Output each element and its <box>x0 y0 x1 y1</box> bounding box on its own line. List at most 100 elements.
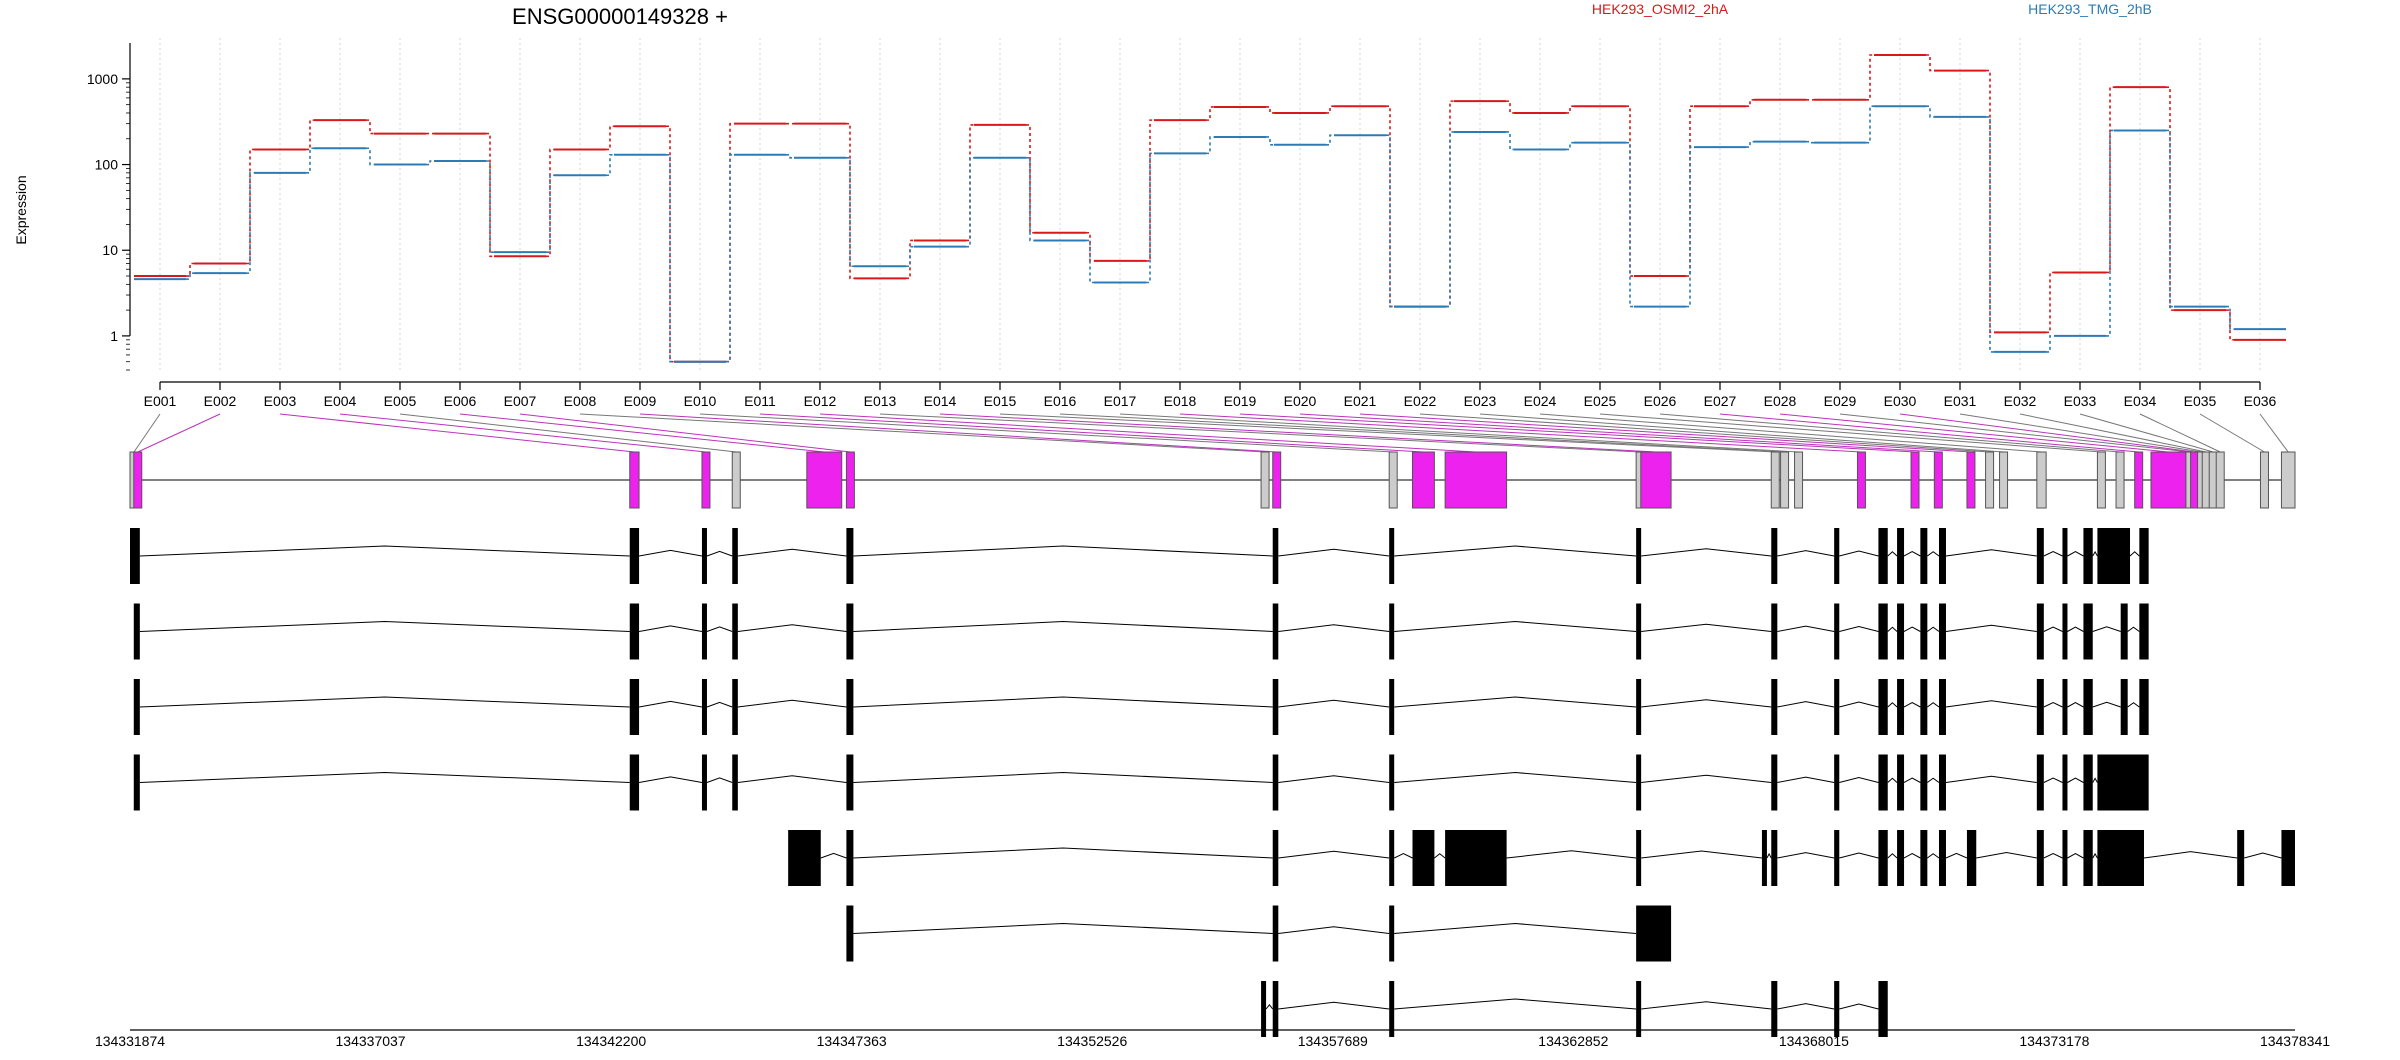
exon-connector <box>819 413 1476 453</box>
transcript <box>130 528 2149 584</box>
transcript-exon <box>1389 830 1395 886</box>
transcript-intron <box>1839 852 1879 859</box>
transcript-exon <box>846 754 854 811</box>
exon-bin <box>1272 451 1282 509</box>
transcript-intron <box>1394 545 1637 557</box>
transcript-intron <box>1839 701 1879 708</box>
series-connector <box>1206 106 1214 121</box>
transcript-intron <box>1887 551 1898 557</box>
x-tick-label: E013 <box>864 393 897 409</box>
transcript-intron <box>1945 549 2037 557</box>
legend-entry-a: HEK293_OSMI2_2hA <box>1592 1 1729 17</box>
transcript <box>133 679 2149 735</box>
transcript-exon <box>2036 830 2044 886</box>
transcript-intron <box>1641 1001 1772 1010</box>
transcript-intron <box>139 771 630 783</box>
series-connector <box>1686 146 1694 308</box>
genome-tick-label: 134357689 <box>1298 1033 1368 1049</box>
transcript-exon <box>1272 754 1279 811</box>
exon-connector <box>579 413 1266 453</box>
transcript-exon <box>1878 754 1888 811</box>
transcript-intron <box>1927 626 1940 632</box>
genome-tick-label: 134362852 <box>1538 1033 1608 1049</box>
series-connector <box>2106 129 2114 337</box>
transcript-exon <box>1636 754 1642 811</box>
transcript-exon <box>1389 905 1395 962</box>
legend-entry-b: HEK293_TMG_2hB <box>2028 1 2152 17</box>
series-connector <box>1086 231 1094 262</box>
x-tick-label: E034 <box>2124 393 2157 409</box>
transcript-exon <box>1389 679 1395 735</box>
exon-connector <box>2199 413 2265 453</box>
series-connector <box>1086 239 1094 284</box>
x-tick-label: E028 <box>1764 393 1797 409</box>
transcript-intron <box>737 548 847 557</box>
transcript-exon <box>2036 754 2044 811</box>
exon-bin <box>731 451 741 509</box>
genome-tick-label: 134337037 <box>336 1033 406 1049</box>
transcript-intron <box>1839 550 1879 557</box>
transcript-exon <box>133 754 140 811</box>
exon-bin <box>1856 451 1866 509</box>
transcript-intron <box>638 700 703 708</box>
x-tick-label: E007 <box>504 393 537 409</box>
transcript-intron <box>737 775 847 783</box>
exon-connector <box>1119 413 1799 453</box>
transcript-intron <box>1839 777 1879 783</box>
genome-tick-label: 134352526 <box>1057 1033 1127 1049</box>
transcript-intron <box>1394 998 1637 1010</box>
transcript-exon <box>1272 679 1279 735</box>
chart-title: ENSG00000149328 + <box>512 4 728 29</box>
exon-connector <box>1779 413 2169 453</box>
exon-bin <box>1780 451 1790 509</box>
x-tick-label: E020 <box>1284 393 1317 409</box>
transcript-intron <box>706 626 733 632</box>
transcript-intron <box>1641 850 1762 859</box>
transcript-exon <box>846 603 854 660</box>
transcript-exon <box>1878 981 1888 1037</box>
transcript-intron <box>2067 702 2084 708</box>
transcript-exon <box>1834 679 1840 735</box>
transcript-intron <box>1641 623 1772 632</box>
transcript-exon <box>2097 830 2144 886</box>
transcript <box>788 830 2295 886</box>
transcript-intron <box>1777 550 1835 557</box>
transcript-exon <box>1636 603 1642 660</box>
transcript-exon <box>1636 679 1642 735</box>
transcript-intron <box>2244 852 2282 859</box>
series-connector <box>1326 105 1334 114</box>
transcript-exon <box>1966 830 1977 886</box>
series-layer <box>134 53 2286 363</box>
genome-tick-label: 134368015 <box>1779 1033 1849 1049</box>
transcript-exon <box>846 528 854 584</box>
x-tick-label: E005 <box>384 393 417 409</box>
transcript-exon <box>2083 679 2093 735</box>
series-connector <box>1986 116 1994 353</box>
transcript <box>1261 981 1888 1037</box>
exon-connector <box>699 413 1394 453</box>
transcript-exon <box>2097 528 2131 584</box>
transcript-exon <box>1761 830 1767 886</box>
exon-bin <box>1260 451 1270 509</box>
series-connector <box>1986 69 1994 334</box>
transcript-intron <box>1641 774 1772 783</box>
series-connector <box>1506 131 1514 151</box>
exon-bin <box>2036 451 2047 509</box>
transcript-intron <box>1394 771 1637 783</box>
x-tick-label: E024 <box>1524 393 1557 409</box>
x-tick-label: E002 <box>204 393 237 409</box>
y-tick-label: 1 <box>110 328 118 344</box>
series-connector <box>246 172 254 274</box>
series-connector <box>2166 129 2174 308</box>
series-connector <box>1926 105 1934 118</box>
transcript-exon <box>732 754 738 811</box>
exon-connector <box>339 413 707 453</box>
exon-connector <box>1479 413 2004 453</box>
transcript-intron <box>1903 777 1921 783</box>
transcript-intron <box>2092 626 2121 632</box>
series-connector <box>1626 105 1634 277</box>
transcript-exon <box>1834 981 1840 1037</box>
transcript-intron <box>1278 926 1390 934</box>
transcript-exon <box>1445 830 1507 886</box>
genome-tick-label: 134347363 <box>817 1033 887 1049</box>
